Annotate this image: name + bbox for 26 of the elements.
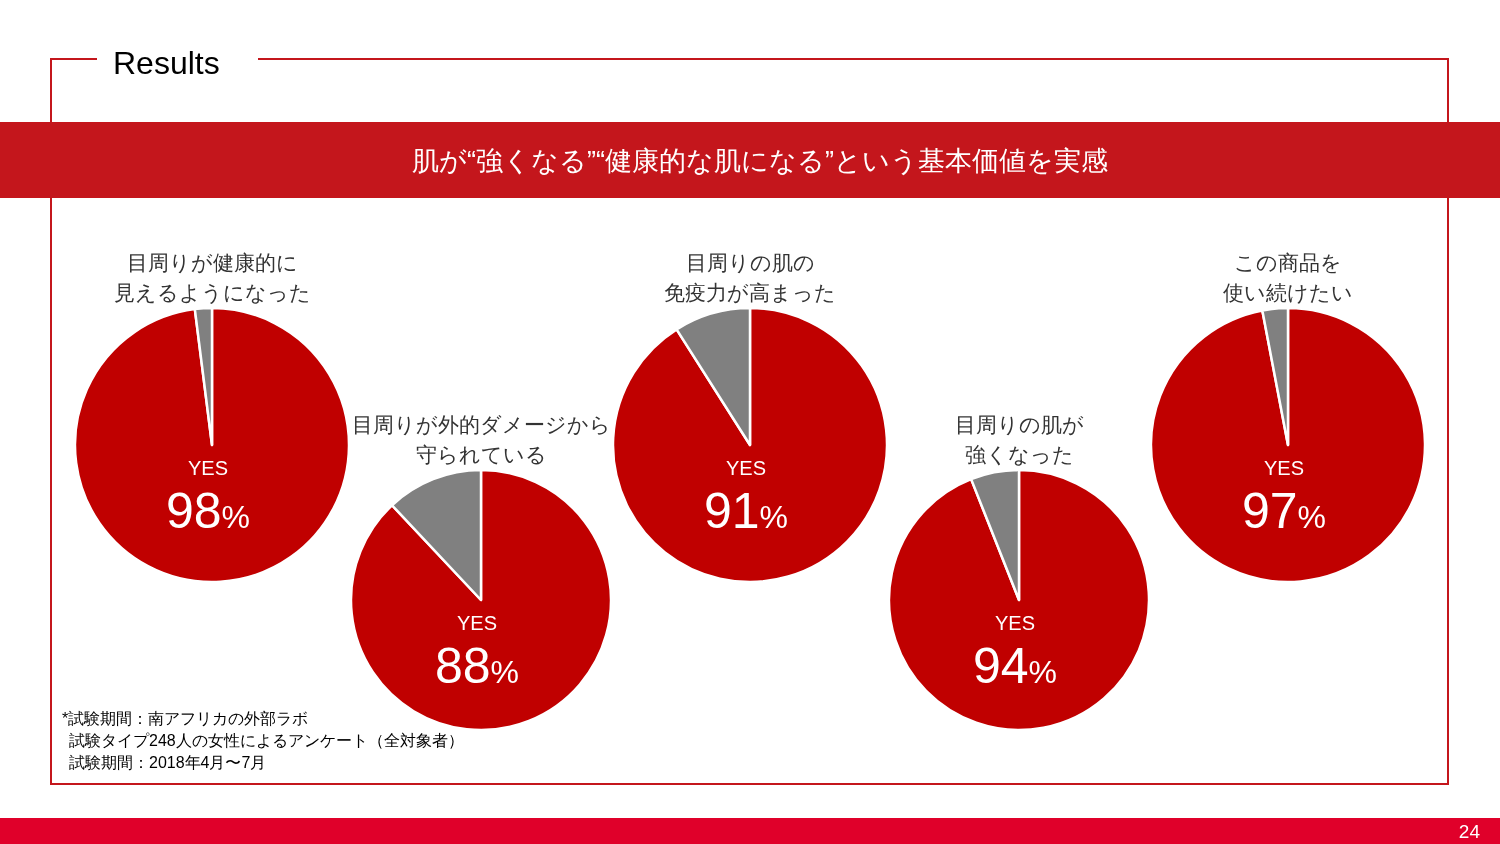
data-label: 91% (703, 483, 789, 539)
data-label: 98% (165, 483, 251, 539)
text: *試験期間：南アフリカの外部ラボ (62, 710, 309, 727)
chart-title: 目周りが外的ダメージから守られている (351, 413, 611, 466)
text: 試験期間：2018年4月〜7月 (69, 754, 267, 771)
data-label: 88% (434, 638, 520, 694)
chart-title: 目周りの肌の免疫力が高まった (664, 251, 836, 304)
pie-slice (349, 468, 613, 732)
pie-slice (611, 306, 889, 584)
chart-title: この商品を使い続けたい (1223, 251, 1353, 304)
slice-label: YES (725, 457, 767, 479)
text: 肌が“強くなる”“健康的な肌になる”という基本価値を実感 (412, 146, 1108, 176)
data-label: 97% (1241, 483, 1327, 539)
text: 24 (1458, 821, 1481, 842)
text: Results (113, 45, 220, 81)
slice-label: YES (456, 612, 498, 634)
slice-label: YES (994, 612, 1036, 634)
pie-slice (1149, 306, 1427, 584)
slice-label: YES (187, 457, 229, 479)
chart-title: 目周りが健康的に見えるようになった (113, 251, 311, 304)
chart-title: 目周りの肌が強くなった (954, 413, 1084, 466)
data-label: 94% (972, 638, 1058, 694)
pie-slice (73, 306, 351, 583)
pie-slice (887, 468, 1151, 732)
text: 試験タイプ248人の女性によるアンケート（全対象者） (69, 732, 464, 749)
slice-label: YES (1263, 457, 1305, 479)
